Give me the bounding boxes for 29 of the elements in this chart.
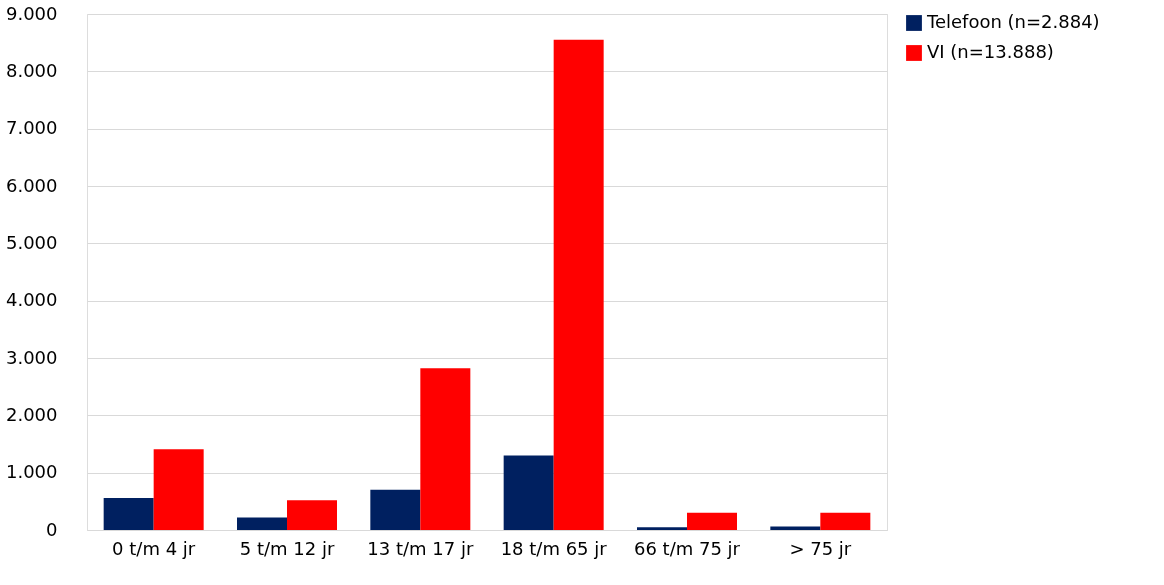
y-tick-label: 4.000 [5, 289, 58, 311]
x-tick-label: > 75 jr [789, 537, 852, 559]
bar [103, 497, 154, 530]
bar [237, 517, 287, 530]
bar [420, 368, 471, 530]
bar [287, 500, 337, 530]
y-tick-label: 9.000 [5, 2, 58, 24]
bar [153, 449, 204, 530]
x-tick-label: 0 t/m 4 jr [112, 537, 196, 559]
x-tick-label: 13 t/m 17 jr [367, 537, 474, 559]
legend-label: Telefoon (n=2.884) [926, 11, 1100, 32]
bar [637, 527, 687, 530]
x-tick-label: 66 t/m 75 jr [633, 537, 741, 559]
y-tick-label: 7.000 [5, 117, 58, 139]
bar [553, 39, 604, 530]
legend-label: VI (n=13.888) [927, 41, 1054, 62]
x-tick-label: 18 t/m 65 jr [500, 537, 608, 559]
bar [687, 512, 737, 530]
bar [503, 455, 554, 530]
y-tick-label: 6.000 [5, 174, 58, 196]
bar [820, 512, 871, 530]
y-tick-label: 0 [46, 518, 58, 540]
bar [370, 489, 421, 530]
y-tick-label: 5.000 [5, 231, 58, 253]
y-tick-label: 3.000 [5, 346, 58, 368]
y-tick-label: 1.000 [5, 461, 58, 483]
y-tick-label: 8.000 [5, 59, 58, 81]
y-tick-label: 2.000 [5, 403, 58, 425]
x-tick-label: 5 t/m 12 jr [239, 537, 335, 559]
